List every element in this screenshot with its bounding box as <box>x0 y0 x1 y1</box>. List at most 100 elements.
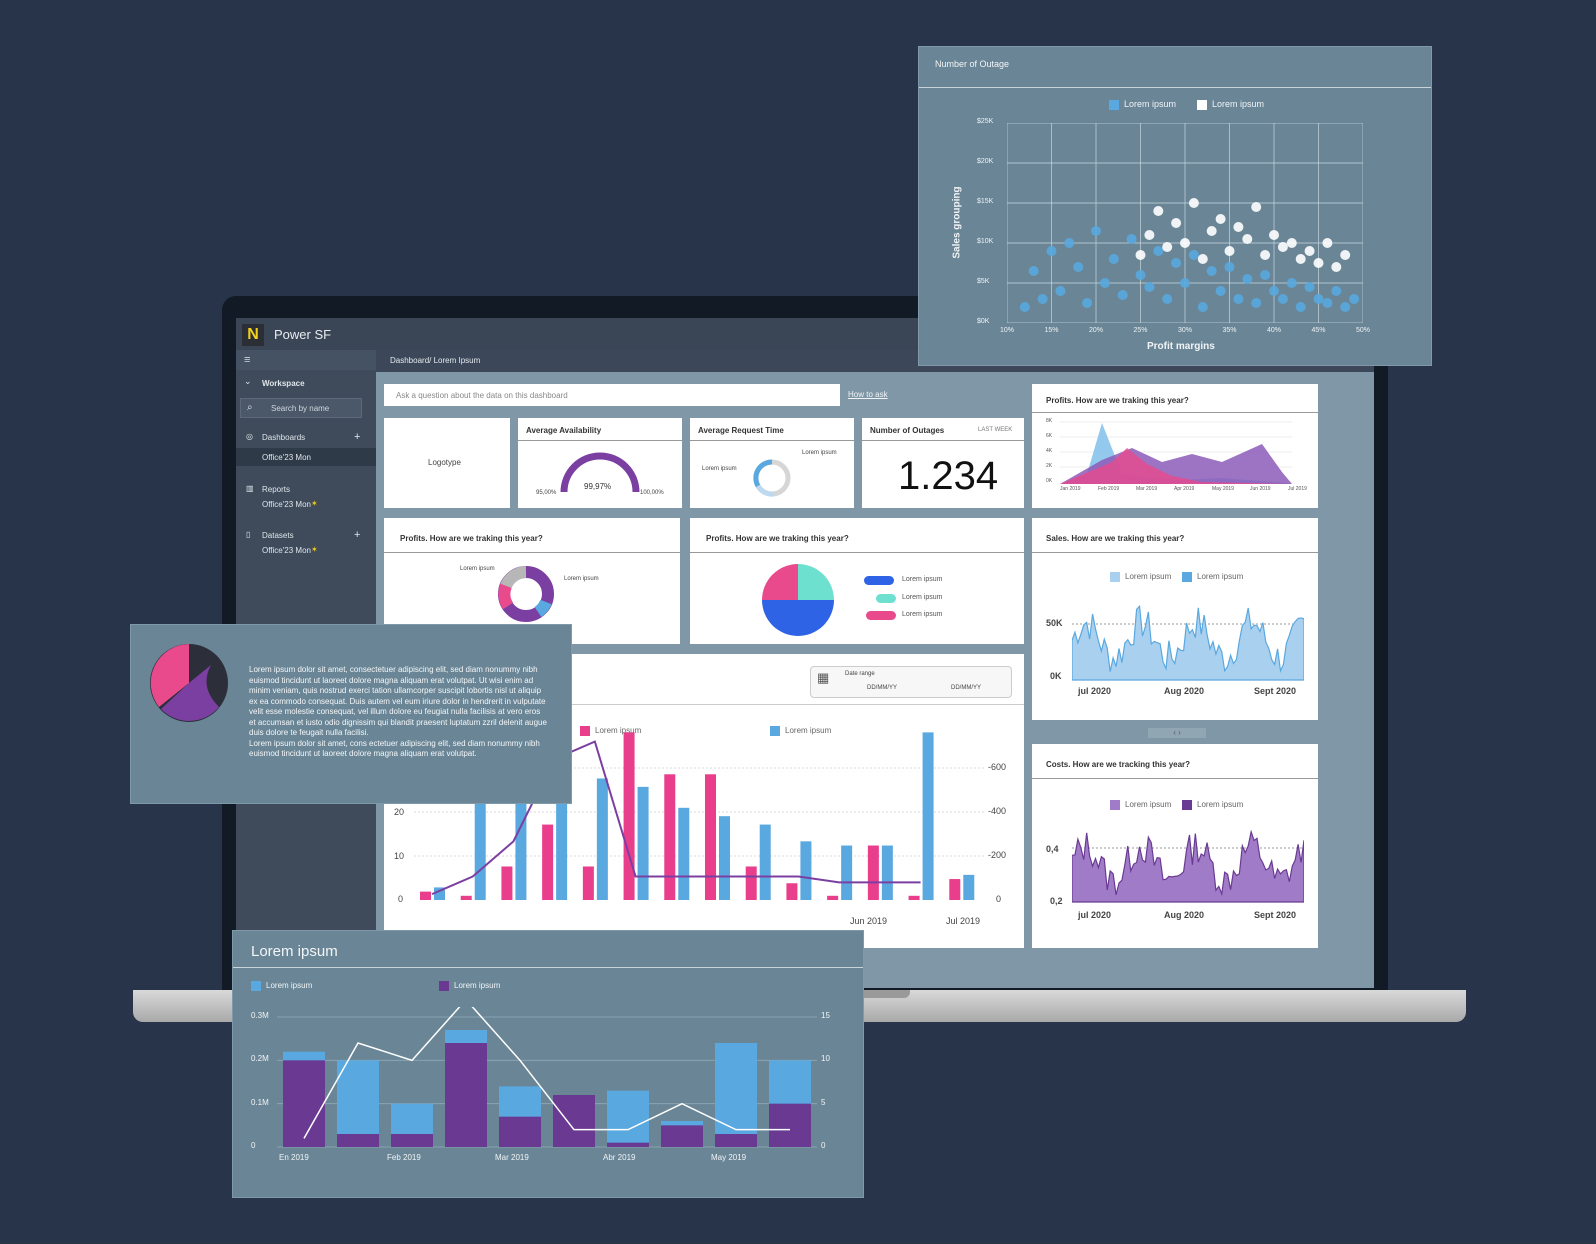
text-panel-paragraph-2: Lorem ipsum dolor sit amet, cons ectetue… <box>249 738 540 759</box>
availability-min: 95,00% <box>536 490 557 496</box>
bottom-panel[interactable]: Lorem ipsum Lorem ipsum Lorem ipsum 0.3M… <box>232 930 864 1198</box>
request-time-tile[interactable]: Average Request Time Lorem ipsum Lorem i… <box>690 418 854 508</box>
request-time-label-right: Lorem ipsum <box>802 450 837 456</box>
profits-pie-tile[interactable]: Profits. How are we traking this year? L… <box>690 518 1024 644</box>
scatter-point <box>1055 286 1066 296</box>
profits-area-x-tick: Mar 2019 <box>1136 486 1158 492</box>
combo-x-jun: Jun 2019 <box>850 916 888 926</box>
combo-bar-pink <box>786 883 798 900</box>
scatter-point <box>1180 278 1190 288</box>
pie-legend-3: Lorem ipsum <box>902 611 943 618</box>
profits-area-y-tick: 2K <box>1046 463 1053 469</box>
scatter-point <box>1260 270 1271 280</box>
date-range-label: Date range <box>845 671 875 677</box>
bottom-y2-tick: 15 <box>821 1011 830 1020</box>
sales-area-chart <box>1072 604 1304 681</box>
hamburger-icon[interactable]: ≡ <box>244 354 251 366</box>
divider <box>690 552 1024 553</box>
combo-x-jul: Jul 2019 <box>946 916 981 926</box>
scatter-point <box>1135 270 1146 280</box>
text-panel: Lorem ipsum dolor sit amet, consectetuer… <box>130 624 572 804</box>
workspace-row[interactable]: ⌄ Workspace <box>236 374 376 392</box>
scatter-point <box>1019 302 1030 312</box>
scatter-x-tick: 20% <box>1089 327 1104 334</box>
combo-y2-0: 0 <box>996 894 1002 904</box>
calendar-icon: ▦ <box>817 670 830 685</box>
combo-bar-blue <box>719 816 730 900</box>
sidebar-subitem-dashboard[interactable]: Office'23 Mon <box>236 448 376 466</box>
breadcrumb[interactable]: Dashboard/ Lorem Ipsum <box>390 356 481 365</box>
divider <box>518 440 682 441</box>
carousel-arrows[interactable]: ‹ › <box>1148 728 1206 738</box>
scatter-point <box>1269 230 1279 240</box>
scatter-x-tick: 40% <box>1267 327 1282 334</box>
divider <box>690 440 854 441</box>
combo-legend-1: Lorem ipsum <box>580 726 641 736</box>
scatter-point <box>1286 278 1297 288</box>
bottom-legend-1: Lorem ipsum <box>251 981 312 991</box>
profits-donut-chart <box>498 566 554 622</box>
scatter-point <box>1099 278 1110 288</box>
bottom-bar-purple <box>499 1116 541 1147</box>
scatter-point <box>1144 230 1155 240</box>
combo-y-0: 0 <box>398 894 404 904</box>
sales-tile[interactable]: Sales. How are we traking this year? Lor… <box>1032 518 1318 720</box>
logotype-tile[interactable]: Logotype <box>384 418 510 508</box>
profits-area-y-tick: 0K <box>1046 478 1053 484</box>
scatter-point <box>1144 282 1155 292</box>
scatter-point <box>1126 234 1137 244</box>
datasets-label: Datasets <box>262 531 294 540</box>
costs-y-2: 0,2 <box>1050 896 1063 906</box>
text-panel-body: Lorem ipsum dolor sit amet, consectetuer… <box>249 665 549 760</box>
divider <box>919 87 1431 88</box>
combo-y2-600: -600 <box>988 762 1007 772</box>
outages-tile[interactable]: Number of Outages LAST WEEK 1.234 <box>862 418 1024 508</box>
date-to[interactable]: DD/MM/YY <box>951 685 981 691</box>
scatter-point <box>1188 198 1199 208</box>
sales-y-50k: 50K <box>1046 618 1063 628</box>
costs-tile[interactable]: Costs. How are we tracking this year? Lo… <box>1032 744 1318 948</box>
bottom-line <box>303 1007 790 1139</box>
sidebar-item-dashboards[interactable]: ◎ Dashboards + <box>236 430 376 446</box>
add-dataset-icon[interactable]: + <box>354 529 361 541</box>
sidebar-item-datasets[interactable]: ▯ Datasets + Office'23 Mon ✶ <box>236 528 376 558</box>
search-input[interactable]: ⌕ Search by name <box>240 398 362 418</box>
combo-bar-blue <box>434 887 445 900</box>
ask-question-input[interactable]: Ask a question about the data on this da… <box>384 384 840 406</box>
profits-area-x-tick: Apr 2019 <box>1174 486 1195 492</box>
scatter-point <box>1242 234 1253 244</box>
combo-bar-pink <box>827 895 839 900</box>
profits-donut-title: Profits. How are we traking this year? <box>400 534 543 543</box>
date-from[interactable]: DD/MM/YY <box>867 685 897 691</box>
profits-area-x-tick: May 2019 <box>1212 486 1234 492</box>
divider <box>384 552 680 553</box>
bottom-x-tick: Feb 2019 <box>387 1153 421 1162</box>
search-icon: ⌕ <box>247 402 253 413</box>
combo-y-20: 20 <box>394 807 405 817</box>
sales-legend-1: Lorem ipsum <box>1110 572 1171 582</box>
dashboard-icon: ◎ <box>246 432 253 441</box>
divider <box>1032 552 1318 553</box>
add-dashboard-icon[interactable]: + <box>354 431 361 443</box>
sidebar-item-reports[interactable]: ▥ Reports Office'23 Mon ✶ <box>236 482 376 512</box>
scatter-point <box>1313 258 1324 268</box>
scatter-point <box>1233 294 1244 304</box>
scatter-x-tick: 50% <box>1356 327 1371 334</box>
scatter-panel[interactable]: Number of Outage Lorem ipsum Lorem ipsum… <box>918 46 1432 366</box>
bottom-bar-purple <box>445 1043 487 1147</box>
divider <box>233 967 863 968</box>
scatter-x-tick: 45% <box>1311 327 1326 334</box>
availability-tile[interactable]: Average Availability 99,97% 95,00% 100,0… <box>518 418 682 508</box>
combo-y-10: 10 <box>394 851 405 861</box>
combo-line <box>431 740 921 896</box>
scatter-y-tick: $5K <box>977 278 990 285</box>
how-to-ask-link[interactable]: How to ask <box>848 390 888 399</box>
brand-logo-icon[interactable]: N <box>242 324 264 346</box>
scatter-point <box>1233 222 1244 232</box>
profits-area-tile[interactable]: Profits. How are we traking this year? 8… <box>1032 384 1318 508</box>
profits-donut-tile[interactable]: Profits. How are we traking this year? L… <box>384 518 680 644</box>
scatter-y-tick: $10K <box>977 238 994 245</box>
scatter-chart <box>1007 123 1363 323</box>
main-combo-chart <box>414 732 984 900</box>
date-range-picker[interactable]: ▦ Date range DD/MM/YY DD/MM/YY <box>810 666 1012 698</box>
